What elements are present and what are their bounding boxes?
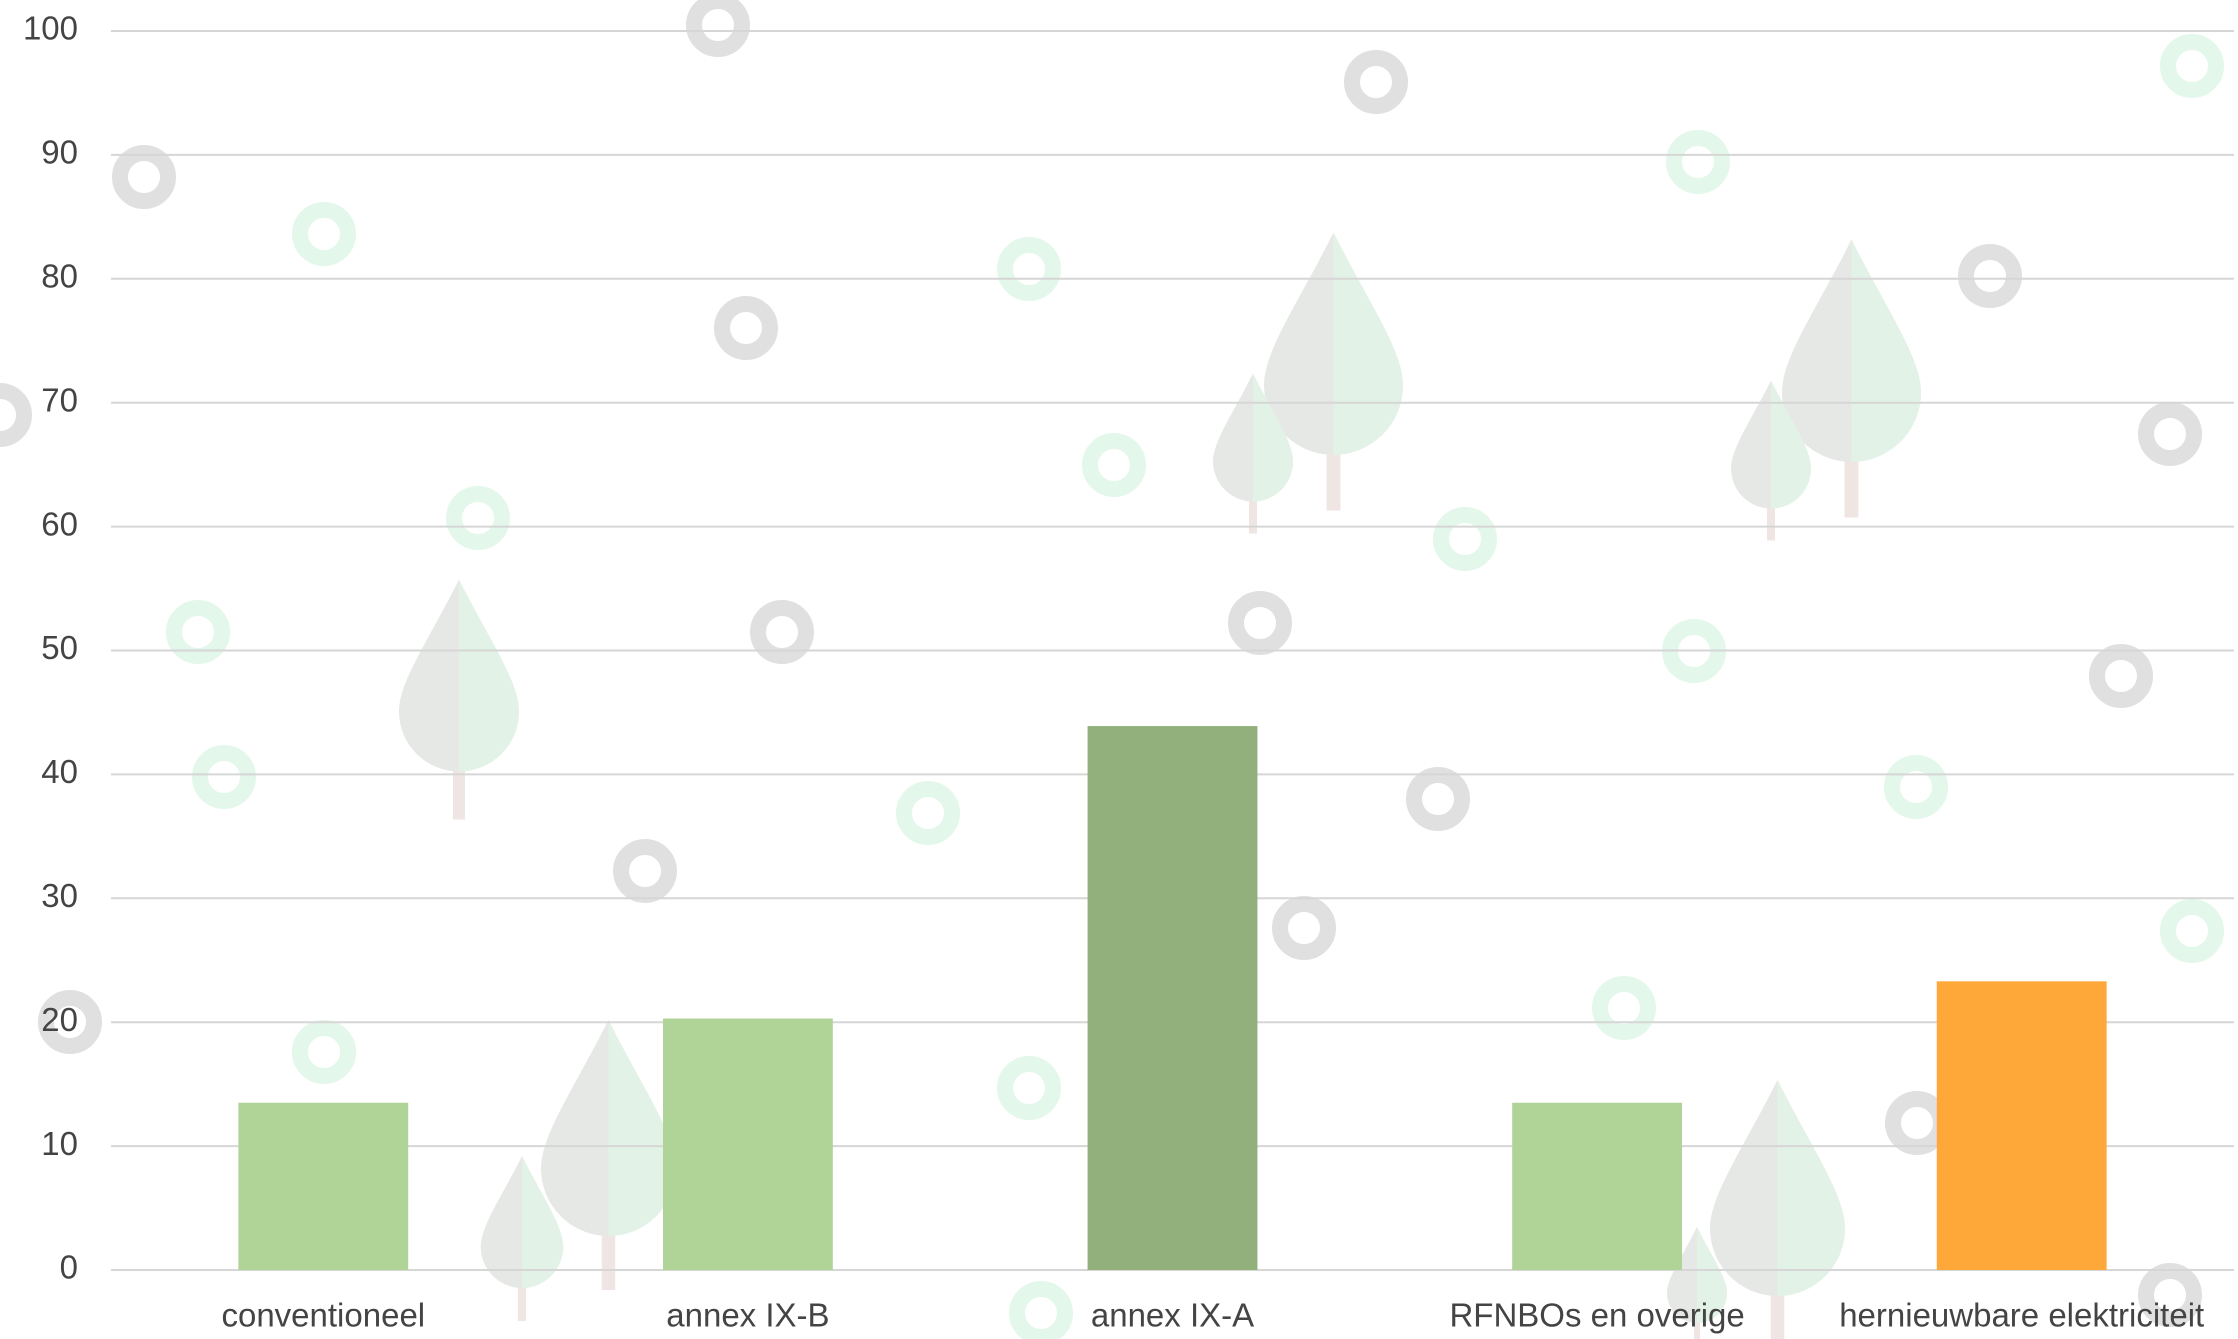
bar [1087, 726, 1258, 1270]
y-tick-label: 30 [41, 877, 78, 914]
y-tick-label: 0 [60, 1249, 78, 1286]
x-tick-label: conventioneel [221, 1297, 425, 1334]
bar [1512, 1102, 1683, 1270]
y-tick-label: 100 [23, 10, 78, 47]
y-tick-label: 80 [41, 258, 78, 295]
y-tick-label: 20 [41, 1001, 78, 1038]
y-tick-label: 90 [41, 134, 78, 171]
y-tick-label: 70 [41, 381, 78, 418]
bar [1936, 981, 2107, 1270]
y-tick-label: 40 [41, 753, 78, 790]
y-tick-label: 60 [41, 505, 78, 542]
bar [238, 1102, 409, 1270]
x-tick-label: RFNBOs en overige [1449, 1297, 1744, 1334]
y-tick-label: 50 [41, 629, 78, 666]
x-tick-label: hernieuwbare elektriciteit [1839, 1297, 2204, 1334]
x-tick-label: annex IX-B [666, 1297, 829, 1334]
x-tick-label: annex IX-A [1091, 1297, 1254, 1334]
bar [662, 1018, 833, 1270]
y-tick-label: 10 [41, 1125, 78, 1162]
